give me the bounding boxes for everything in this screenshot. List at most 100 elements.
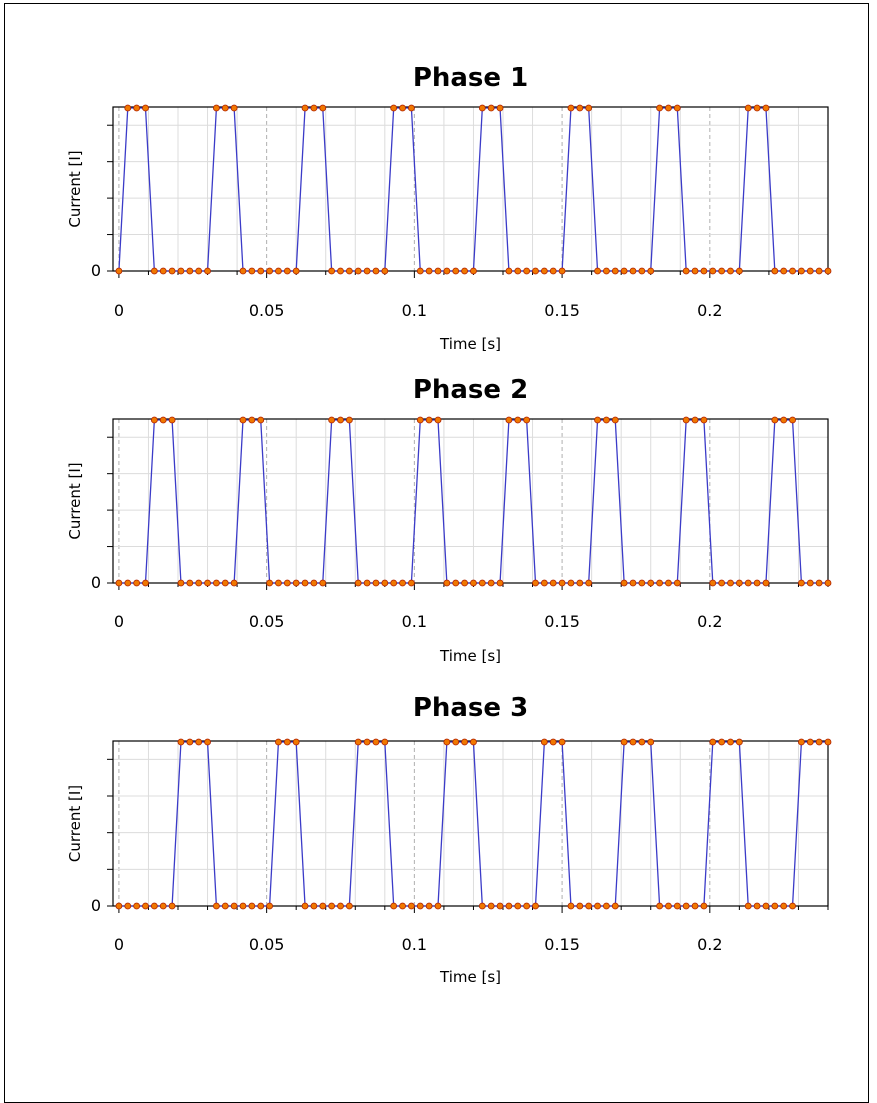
data-point [815, 579, 823, 587]
data-point [292, 579, 300, 587]
data-point [629, 738, 637, 746]
y-tick-label: 0 [91, 573, 101, 592]
data-point [478, 104, 486, 112]
data-point [798, 738, 805, 746]
data-point [611, 416, 619, 424]
data-point [283, 738, 291, 746]
data-point [806, 579, 814, 587]
data-point [789, 267, 796, 275]
data-point [665, 579, 672, 587]
data-point [115, 902, 123, 910]
data-point [416, 267, 424, 275]
data-point [381, 267, 389, 275]
data-point [470, 579, 477, 587]
data-point [168, 267, 176, 275]
data-point [319, 579, 327, 587]
data-point [762, 579, 770, 587]
data-point [248, 902, 256, 910]
data-point [248, 416, 256, 424]
data-point [399, 902, 406, 910]
data-point [230, 104, 238, 112]
data-point [221, 104, 229, 112]
data-point [647, 738, 655, 746]
data-point [727, 738, 734, 746]
data-point [213, 579, 220, 587]
data-point [275, 579, 282, 587]
x-tick-label: 0.1 [402, 301, 427, 320]
x-axis-label: Time [s] [439, 968, 501, 986]
data-point [204, 738, 211, 746]
data-point [257, 902, 265, 910]
data-point [133, 902, 141, 910]
x-tick-label: 0 [114, 612, 124, 631]
data-point [310, 579, 318, 587]
data-point [673, 902, 681, 910]
data-point [656, 902, 663, 910]
y-axis-label: Current [I] [66, 785, 84, 862]
data-point [514, 267, 522, 275]
data-point [523, 267, 531, 275]
data-point [186, 738, 194, 746]
data-point [532, 902, 539, 910]
data-point [762, 104, 770, 112]
data-point [815, 267, 823, 275]
data-point [576, 104, 584, 112]
data-point [638, 267, 646, 275]
data-point [665, 104, 672, 112]
data-point [399, 579, 406, 587]
x-tick-label: 0.2 [697, 301, 722, 320]
x-tick-label: 0 [114, 301, 124, 320]
data-point [806, 738, 814, 746]
data-point [532, 267, 539, 275]
data-point [150, 416, 158, 424]
data-point [301, 104, 309, 112]
data-point [408, 104, 415, 112]
data-point [292, 267, 300, 275]
data-point [549, 738, 557, 746]
data-point [133, 579, 141, 587]
data-point [221, 579, 229, 587]
data-point [443, 267, 451, 275]
x-tick-label: 0.1 [402, 935, 427, 954]
data-point [700, 416, 708, 424]
data-point [310, 902, 318, 910]
data-point [753, 104, 761, 112]
data-point [709, 738, 717, 746]
data-point [363, 579, 371, 587]
data-point [372, 579, 380, 587]
data-point [558, 738, 566, 746]
data-point [771, 902, 779, 910]
data-point [540, 738, 548, 746]
data-point [665, 902, 672, 910]
data-point [239, 902, 247, 910]
data-point [824, 267, 832, 275]
data-point [452, 579, 460, 587]
data-point [727, 579, 734, 587]
x-tick-label: 0.05 [249, 935, 285, 954]
data-point [337, 416, 344, 424]
data-point [656, 579, 663, 587]
data-point [408, 579, 415, 587]
data-point [399, 104, 406, 112]
data-point [195, 267, 203, 275]
data-point [629, 579, 637, 587]
data-point [195, 738, 203, 746]
data-point [177, 738, 185, 746]
data-point [275, 738, 282, 746]
data-point [532, 579, 539, 587]
data-point [390, 104, 398, 112]
data-point [567, 902, 575, 910]
data-point [496, 902, 504, 910]
data-point [549, 579, 557, 587]
data-point [372, 267, 380, 275]
chart-phase-2: Phase 2 0 0.05 0.1 0.15 0.2 0 Time [s] Current [… [66, 375, 832, 665]
data-point [514, 902, 522, 910]
data-point [470, 267, 477, 275]
data-point [735, 579, 743, 587]
x-tick-label: 0.05 [249, 612, 285, 631]
x-tick-label: 0.05 [249, 301, 285, 320]
data-point [452, 738, 460, 746]
data-point [487, 104, 495, 112]
data-point [142, 902, 149, 910]
data-point [594, 902, 601, 910]
